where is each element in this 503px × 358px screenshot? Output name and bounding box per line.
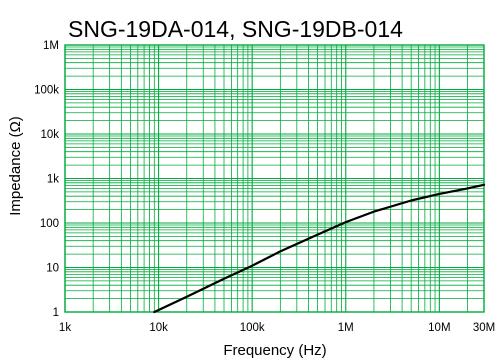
x-tick-label: 100k	[240, 322, 265, 334]
x-tick-labels: 1k 10k 100k 1M 10M 30M	[59, 322, 495, 334]
series-layer	[153, 183, 486, 314]
y-tick-label: 1M	[43, 40, 59, 52]
x-tick-label: 1k	[59, 322, 71, 334]
x-tick-label: 1M	[338, 322, 354, 334]
impedance-curve	[153, 183, 486, 314]
y-tick-label: 100	[40, 218, 59, 230]
y-tick-label: 10	[46, 263, 59, 275]
x-tick-label: 10M	[428, 322, 450, 334]
x-tick-label: 30M	[473, 322, 495, 334]
y-tick-label: 1	[53, 307, 59, 319]
grid	[64, 45, 485, 313]
chart-title: SNG-19DA-014, SNG-19DB-014	[68, 16, 403, 42]
y-tick-labels: 1 10 100 1k 10k 100k 1M	[34, 40, 59, 319]
y-axis-label: Impedance (Ω)	[7, 116, 24, 216]
y-tick-label: 10k	[40, 129, 59, 141]
y-tick-label: 1k	[47, 174, 59, 186]
x-axis-label: Frequency (Hz)	[223, 342, 326, 358]
plot-frame	[64, 44, 485, 313]
x-tick-label: 10k	[149, 322, 168, 334]
y-tick-label: 100k	[34, 85, 59, 97]
